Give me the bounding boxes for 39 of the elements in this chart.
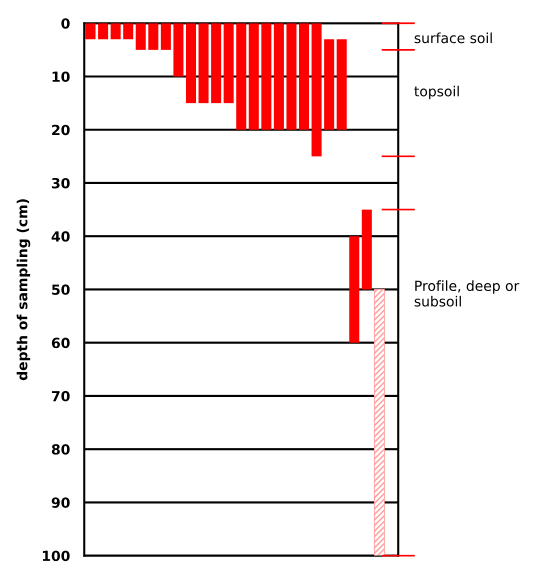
bar	[336, 39, 347, 130]
text: topsoil	[414, 86, 459, 100]
bar	[211, 23, 222, 104]
text: Profile, deep or subsoil	[414, 280, 520, 307]
bar	[286, 23, 296, 130]
y-tick-label: 100	[42, 550, 70, 562]
y-tick-label: 20	[52, 124, 70, 136]
y-tick-label: 30	[52, 178, 70, 188]
y-tick-label: 80	[52, 444, 70, 455]
bar	[374, 289, 385, 556]
bar	[236, 23, 246, 130]
bar	[85, 23, 96, 40]
bar	[312, 23, 322, 156]
bar	[160, 23, 171, 50]
bar	[123, 23, 134, 40]
bar	[98, 23, 108, 40]
bar	[186, 23, 196, 104]
bar	[261, 23, 272, 130]
y-tick-label: 50	[52, 284, 70, 295]
bar	[110, 23, 121, 40]
y-axis-title: depth of sampling (cm)	[16, 199, 30, 380]
y-tick-label: 10	[52, 71, 70, 82]
text: surface soil	[414, 32, 492, 44]
y-tick-label: 70	[52, 390, 70, 402]
bar	[136, 23, 146, 50]
bar	[362, 210, 372, 290]
bar	[198, 23, 209, 104]
y-tick-label: 40	[52, 231, 70, 242]
bar	[173, 23, 184, 76]
y-tick-label: 60	[52, 338, 70, 348]
y-tick-label: 0	[61, 18, 70, 29]
bar	[248, 23, 259, 130]
y-tick-label: 90	[52, 497, 70, 508]
bar	[148, 23, 158, 50]
bar	[324, 39, 334, 130]
bar	[349, 236, 360, 343]
bar	[299, 23, 310, 130]
bar	[224, 23, 234, 104]
bar	[274, 23, 284, 130]
